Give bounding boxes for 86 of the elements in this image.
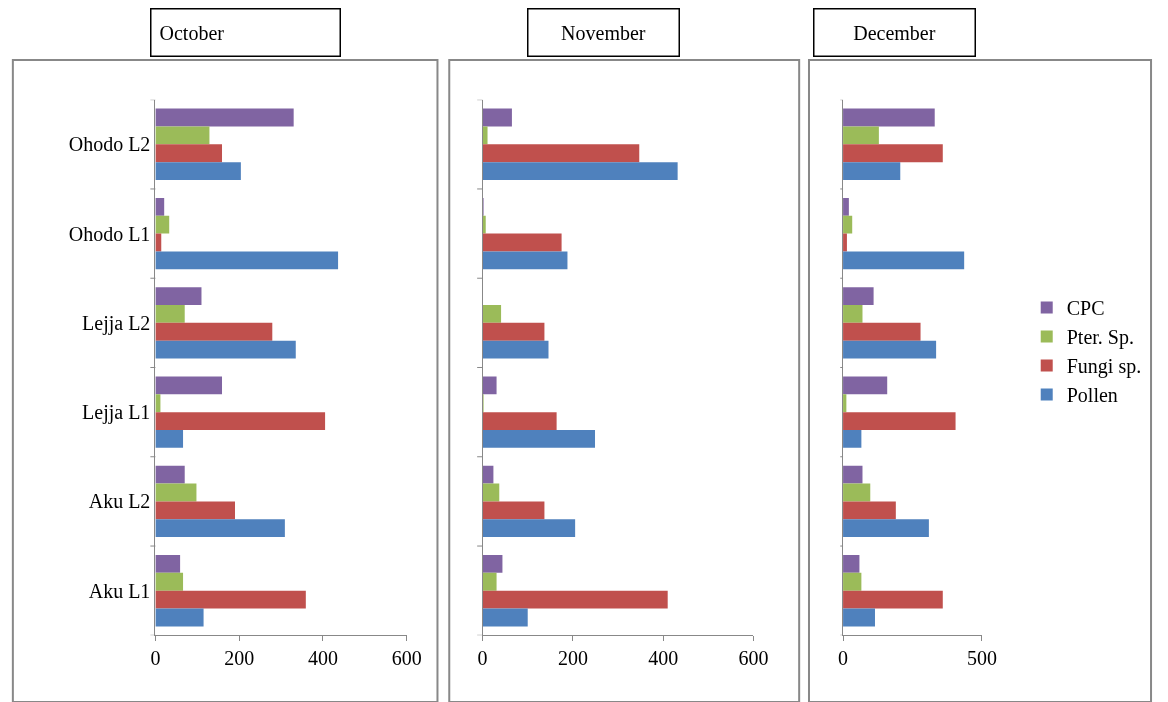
bar [843,519,929,538]
bar [482,126,488,145]
bar [155,590,306,609]
bar [843,251,965,270]
y-tick-label: Lejja L1 [82,401,151,425]
bar [843,590,943,609]
y-tick-label: Ohodo L2 [68,133,151,156]
bar [843,608,875,627]
bar [482,215,486,234]
bar [843,376,888,395]
y-tick-label: Ohodo L1 [68,222,151,245]
x-tick-label: 600 [391,647,422,670]
bar [843,554,860,573]
bar [482,483,500,502]
bar [482,608,528,627]
bar [482,554,503,573]
bar [155,126,210,145]
bar [843,429,862,448]
legend-label: Fungi sp. [1066,355,1142,379]
bar [843,501,896,520]
bar [482,412,557,430]
bar [482,144,640,163]
bar [482,376,497,395]
bar [482,305,502,323]
bar [482,590,668,609]
bar [155,376,223,395]
legend-label: Pollen [1066,384,1118,407]
bar [482,465,494,484]
bar [482,162,678,181]
bar [155,162,241,181]
x-tick-label: 500 [966,647,997,670]
x-tick-label: 200 [224,647,255,670]
bar [482,429,596,448]
bar [155,554,181,573]
bar [843,322,921,341]
bar [482,108,512,127]
bar [482,519,576,538]
x-tick-label: 200 [557,647,588,670]
bar [155,340,296,359]
bar [155,108,294,127]
bar [843,340,937,359]
bar [482,233,562,252]
bar [843,144,943,163]
bar [843,287,874,305]
bar [155,465,185,484]
x-tick-label: 0 [150,647,161,670]
bar [482,251,568,270]
bar [155,251,339,270]
bar [843,108,935,127]
y-tick-label: Aku L2 [88,490,151,513]
bar [482,572,497,591]
bar [843,126,879,145]
bar [155,429,184,448]
bar [843,465,863,484]
bar [155,608,204,627]
x-tick-label: 600 [738,647,769,670]
bar [155,483,197,502]
x-tick-label: 400 [308,647,338,670]
bar [155,144,223,163]
bar [843,483,871,502]
chart-title: December [853,21,936,44]
y-tick-label: Aku L1 [88,579,151,602]
bar [482,340,549,359]
y-tick-label: Lejja L2 [82,311,151,335]
x-tick-label: 0 [477,647,488,670]
bar [155,287,202,305]
chart-title: October [159,21,225,44]
bar [155,572,184,591]
legend-label: Pter. Sp. [1066,326,1134,350]
bar [155,501,235,520]
bar [155,305,185,323]
bar [843,162,901,181]
bar [482,322,545,341]
bar [155,412,326,430]
bar [155,322,273,341]
bar [155,215,170,234]
x-tick-label: 400 [648,647,679,670]
bar [843,412,956,430]
legend-label: CPC [1066,297,1105,320]
x-tick-label: 0 [838,647,849,670]
bar [155,197,165,216]
bar [482,501,545,520]
chart-title: November [561,21,646,44]
bar [843,305,863,323]
bar [843,572,862,591]
bar [155,519,285,538]
